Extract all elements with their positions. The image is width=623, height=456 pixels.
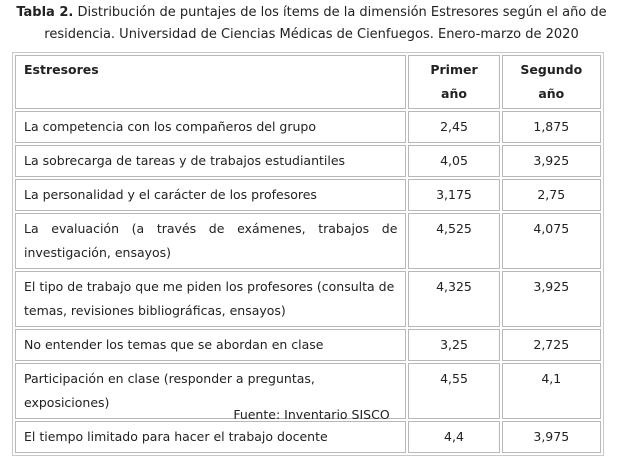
primer-ano-cell: 4,325 xyxy=(408,271,500,327)
segundo-ano-cell: 3,925 xyxy=(501,145,601,177)
table-caption: Tabla 2. Distribución de puntajes de los… xyxy=(0,2,623,46)
stressor-cell: La evaluación (a través de exámenes, tra… xyxy=(15,213,407,269)
primer-ano-cell: 3,175 xyxy=(408,179,500,211)
segundo-ano-cell: 3,925 xyxy=(501,271,601,327)
source-note: Fuente: Inventario SISCO xyxy=(233,407,390,422)
segundo-ano-cell: 2,75 xyxy=(501,179,601,211)
primer-ano-cell: 4,05 xyxy=(408,145,500,177)
table-row: Participación en clase (responder a preg… xyxy=(15,363,601,419)
stressor-cell: Participación en clase (responder a preg… xyxy=(15,363,407,419)
primer-ano-cell: 4,525 xyxy=(408,213,500,269)
table-row: El tiempo limitado para hacer el trabajo… xyxy=(15,421,601,453)
caption-label: Tabla 2. xyxy=(16,5,74,20)
primer-ano-cell: 2,45 xyxy=(408,111,500,143)
segundo-ano-cell: 3,975 xyxy=(501,421,601,453)
table-row: La personalidad y el carácter de los pro… xyxy=(15,179,601,211)
table-row: La competencia con los compañeros del gr… xyxy=(15,111,601,143)
stressor-cell: La personalidad y el carácter de los pro… xyxy=(15,179,407,211)
header-segundo-ano: Segundo año xyxy=(501,55,601,109)
stressors-table: Estresores Primer año Segundo año La com… xyxy=(12,52,604,456)
header-primer-ano: Primer año xyxy=(408,55,500,109)
table-row: El tipo de trabajo que me piden los prof… xyxy=(15,271,601,327)
stressor-cell: La competencia con los compañeros del gr… xyxy=(15,111,407,143)
caption-text: Distribución de puntajes de los ítems de… xyxy=(44,5,607,42)
header-estresores: Estresores xyxy=(15,55,407,109)
table-header-row: Estresores Primer año Segundo año xyxy=(15,55,601,109)
stressor-cell: El tipo de trabajo que me piden los prof… xyxy=(15,271,407,327)
segundo-ano-cell: 4,1 xyxy=(501,363,601,419)
primer-ano-cell: 4,55 xyxy=(408,363,500,419)
primer-ano-cell: 4,4 xyxy=(408,421,500,453)
stressor-cell: No entender los temas que se abordan en … xyxy=(15,329,407,361)
table-row: La sobrecarga de tareas y de trabajos es… xyxy=(15,145,601,177)
segundo-ano-cell: 4,075 xyxy=(501,213,601,269)
segundo-ano-cell: 1,875 xyxy=(501,111,601,143)
segundo-ano-cell: 2,725 xyxy=(501,329,601,361)
stressor-cell: La sobrecarga de tareas y de trabajos es… xyxy=(15,145,407,177)
table-row: La evaluación (a través de exámenes, tra… xyxy=(15,213,601,269)
stressor-cell: El tiempo limitado para hacer el trabajo… xyxy=(15,421,407,453)
primer-ano-cell: 3,25 xyxy=(408,329,500,361)
table-row: No entender los temas que se abordan en … xyxy=(15,329,601,361)
